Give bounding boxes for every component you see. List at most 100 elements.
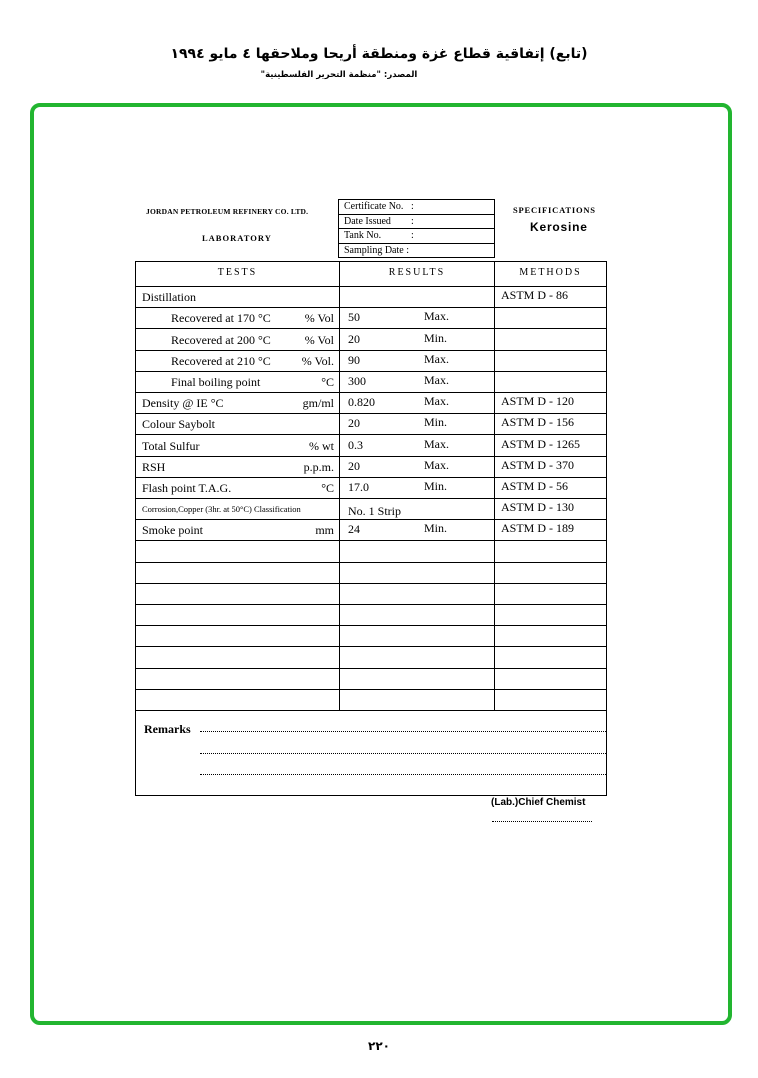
empty-row [136,689,606,711]
result-limit: Max. [424,394,449,409]
table-cell: Recovered at 200 °C % Vol [136,329,340,350]
cert-field-sep: : [411,230,414,241]
product-name: Kerosine [530,220,588,234]
test-name: Density @ IE °C [142,396,224,411]
method: ASTM D - 156 [501,415,575,430]
result-limit: Max. [424,351,449,366]
test-name: Distillation [142,290,196,305]
table-cell: 0.820 Max. [340,393,495,414]
test-unit: p.p.m. [303,459,334,474]
table-cell [340,562,495,583]
remarks-line [200,753,606,754]
test-unit: % Vol [304,332,334,347]
result-value: 90 [348,352,360,367]
table-cell [495,351,606,371]
test-unit: % Vol. [301,353,334,368]
test-name: RSH [142,459,166,474]
table-cell: 24 Min. [340,520,495,541]
table-cell [495,626,606,646]
cert-field-label: Date Issued [344,215,391,227]
cert-field: Certificate No.: [339,200,494,215]
table-cell: ASTM D - 370 [495,457,606,477]
method: ASTM D - 120 [501,394,575,409]
test-name: Recovered at 170 °C [171,311,271,326]
column-header: TESTS [217,267,258,278]
empty-row [136,626,606,648]
result-limit: Min. [424,478,448,493]
method: ASTM D - 56 [501,478,569,493]
method: ASTM D - 1265 [501,436,581,451]
table-cell [495,563,606,583]
company-name: JORDAN PETROLEUM REFINERY CO. LTD. [146,207,309,216]
table-cell: ASTM D - 120 [495,393,606,413]
remarks-line [200,731,606,732]
cert-field-sep: : [411,215,414,227]
table-cell: RESULTS [340,262,495,286]
signature-label: (Lab.)Chief Chemist [491,797,586,808]
table-cell: 20 Max. [340,456,495,477]
remarks-line [200,774,606,775]
remarks-section: Remarks [136,711,606,795]
method: ASTM D - 86 [501,288,569,303]
table-row: Density @ IE °C gm/ml 0.820 Max. ASTM D - 12… [136,393,606,415]
empty-row [136,605,606,627]
test-name: Smoke point [142,523,204,538]
table-cell: TESTS [136,262,340,286]
table-cell: RSH p.p.m. [136,456,340,477]
table-cell [136,605,340,626]
method: ASTM D - 189 [501,521,575,536]
result-value: 20 [348,458,360,473]
table-row: Smoke point mm 24 Min. ASTM D - 189 [136,520,606,542]
table-header-row: TESTS RESULTS METHODS [136,262,606,287]
cert-field: Tank No.: [339,229,494,244]
table-cell [136,626,340,647]
table-cell: ASTM D - 189 [495,520,606,540]
table-cell: 20 Min. [340,414,495,435]
result-limit: Min. [424,521,448,536]
table-cell [495,329,606,349]
test-unit: % Vol [304,311,334,326]
table-row: Final boiling point °C 300 Max. [136,371,606,393]
table-cell: Distillation [136,287,340,308]
table-row: Recovered at 210 °C % Vol. 90 Max. [136,350,606,372]
table-cell: Final boiling point °C [136,371,340,392]
department-name: LABORATORY [202,233,272,243]
test-unit: % wt [309,438,334,453]
remarks-label: Remarks [144,722,191,736]
test-name: Recovered at 200 °C [171,332,271,347]
table-cell [340,626,495,647]
result-value: 300 [348,373,366,388]
table-cell [495,584,606,604]
test-name: Recovered at 210 °C [171,353,271,368]
table-cell [340,583,495,604]
table-cell: 300 Max. [340,371,495,392]
table-cell [495,372,606,392]
result-limit: Min. [424,415,448,430]
cert-field: Date Issued: [339,215,494,229]
cert-field-label: Tank No. [344,230,382,241]
table-cell: Colour Saybolt [136,414,340,435]
table-cell [136,562,340,583]
test-name: Colour Saybolt [142,417,216,432]
test-name: Flash point T.A.G. [142,480,232,495]
table-row: Total Sulfur % wt 0.3 Max. ASTM D - 1265 [136,435,606,457]
table-cell: 17.0 Min. [340,477,495,498]
test-unit: °C [321,480,334,495]
table-cell: ASTM D - 156 [495,414,606,434]
table-cell: ASTM D - 1265 [495,435,606,455]
table-cell [495,541,606,561]
table-cell: Density @ IE °C gm/ml [136,393,340,414]
method: ASTM D - 130 [501,500,575,515]
method: ASTM D - 370 [501,457,575,472]
result-limit: Max. [424,372,449,387]
empty-row [136,647,606,669]
result-value: 50 [348,310,360,325]
table-cell [136,583,340,604]
table-cell [136,668,340,689]
document-title: (تابع) إتفاقية قطاع غزة ومنطقة أريحا ومل… [170,46,588,62]
table-cell [136,689,340,710]
table-cell: Flash point T.A.G. °C [136,477,340,498]
result-value: 17.0 [348,479,369,494]
test-unit: gm/ml [302,396,334,411]
result-limit: Max. [424,457,449,472]
